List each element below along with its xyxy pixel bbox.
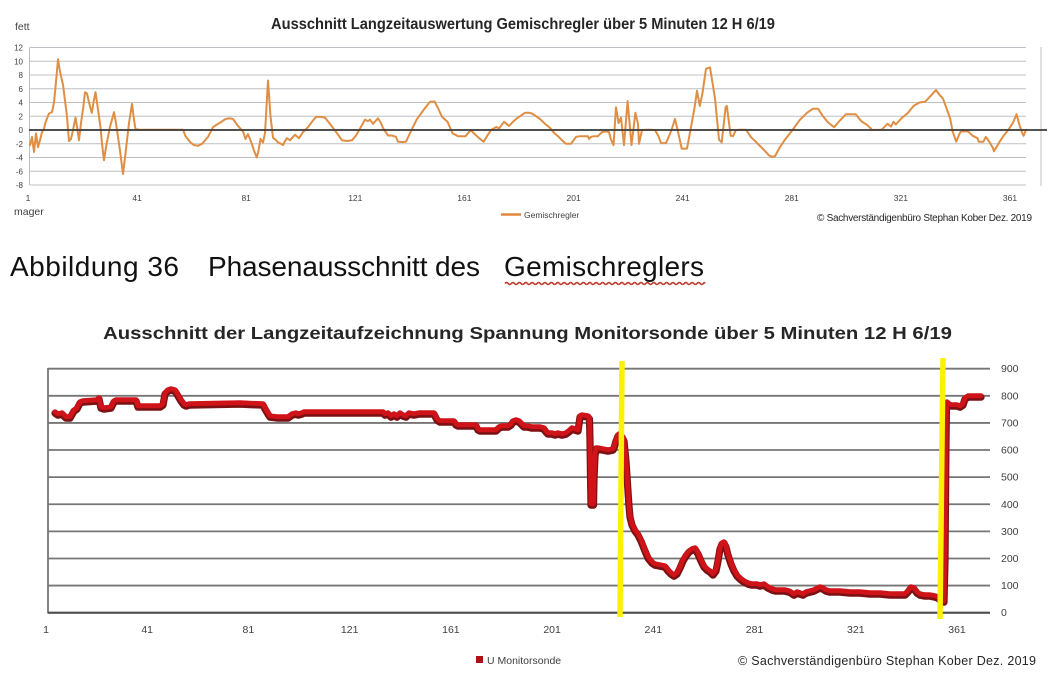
svg-text:mager: mager	[14, 206, 44, 218]
svg-text:41: 41	[132, 193, 142, 203]
svg-text:12: 12	[14, 44, 23, 53]
svg-text:700: 700	[1001, 417, 1019, 429]
svg-text:Phasenausschnitt des: Phasenausschnitt des	[208, 251, 480, 282]
svg-text:1: 1	[26, 193, 31, 203]
svg-text:0: 0	[1001, 607, 1007, 619]
svg-text:© Sachverständigenbüro Stephan: © Sachverständigenbüro Stephan Kober Dez…	[817, 213, 1032, 224]
svg-text:Ausschnitt Langzeitauswertung: Ausschnitt Langzeitauswertung Gemischreg…	[271, 16, 775, 33]
svg-text:121: 121	[348, 193, 362, 203]
svg-text:201: 201	[567, 193, 581, 203]
svg-text:Abbildung 36: Abbildung 36	[10, 251, 179, 282]
svg-text:361: 361	[948, 624, 966, 636]
svg-text:200: 200	[1001, 553, 1019, 565]
svg-text:U Monitorsonde: U Monitorsonde	[487, 655, 561, 667]
svg-text:241: 241	[676, 193, 690, 203]
svg-text:281: 281	[746, 624, 764, 636]
svg-text:-6: -6	[16, 167, 24, 176]
svg-text:2: 2	[19, 112, 24, 121]
svg-text:161: 161	[442, 624, 460, 636]
svg-text:241: 241	[645, 624, 663, 636]
svg-text:321: 321	[894, 193, 908, 203]
svg-text:Gemischregler: Gemischregler	[524, 210, 579, 220]
svg-text:0: 0	[19, 126, 24, 135]
svg-text:4: 4	[19, 99, 24, 108]
svg-text:© Sachverständigenbüro Stephan: © Sachverständigenbüro Stephan Kober Dez…	[738, 654, 1036, 668]
svg-text:-2: -2	[16, 140, 24, 149]
svg-text:-8: -8	[16, 181, 24, 190]
svg-text:300: 300	[1001, 526, 1019, 538]
svg-text:900: 900	[1001, 363, 1019, 375]
svg-text:400: 400	[1001, 499, 1019, 511]
svg-text:1: 1	[43, 624, 49, 636]
svg-text:100: 100	[1001, 580, 1019, 592]
svg-text:41: 41	[141, 624, 153, 636]
svg-text:fett: fett	[15, 21, 30, 33]
svg-text:361: 361	[1003, 193, 1017, 203]
svg-text:6: 6	[19, 85, 24, 94]
svg-text:800: 800	[1001, 390, 1019, 402]
svg-text:121: 121	[341, 624, 359, 636]
svg-text:81: 81	[241, 193, 251, 203]
svg-text:Gemischreglers: Gemischreglers	[504, 251, 704, 282]
svg-text:201: 201	[543, 624, 561, 636]
svg-text:-4: -4	[16, 154, 24, 163]
svg-text:81: 81	[243, 624, 255, 636]
svg-text:600: 600	[1001, 445, 1019, 457]
svg-text:500: 500	[1001, 472, 1019, 484]
svg-text:281: 281	[785, 193, 799, 203]
svg-text:10: 10	[14, 57, 23, 66]
svg-text:161: 161	[457, 193, 471, 203]
svg-text:8: 8	[19, 71, 24, 80]
svg-text:Ausschnitt der Langzeitaufzeic: Ausschnitt der Langzeitaufzeichnung Span…	[103, 324, 952, 344]
svg-text:321: 321	[847, 624, 865, 636]
